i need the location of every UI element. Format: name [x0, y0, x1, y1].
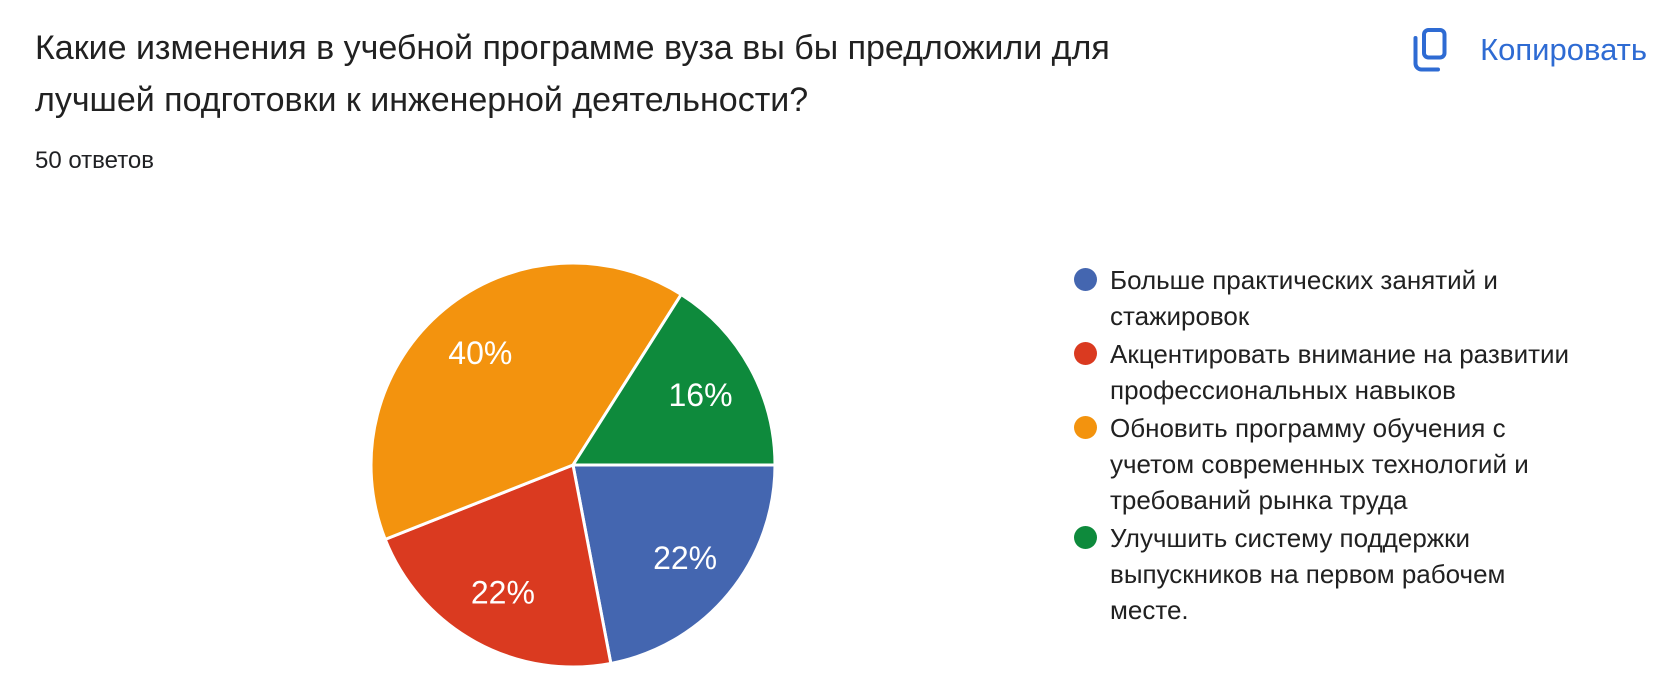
legend-item-label: Улучшить систему поддержки выпускников на… [1110, 520, 1505, 628]
legend-color-dot [1074, 416, 1097, 439]
copy-button[interactable]: Копировать [1413, 26, 1647, 74]
pie-slice-3[interactable] [571, 292, 777, 467]
legend-item-3: Улучшить систему поддержки выпускников на… [1074, 520, 1554, 628]
copy-button-label: Копировать [1480, 32, 1647, 67]
legend-item-0: Больше практических занятий и стажировок [1074, 262, 1554, 334]
legend-color-dot [1074, 342, 1097, 365]
legend-item-label-line: месте. [1110, 595, 1189, 625]
legend-item-2: Обновить программу обучения с учетом совр… [1074, 410, 1554, 518]
chart-legend: Больше практических занятий и стажировок А… [1074, 262, 1569, 630]
pie-slice-2[interactable] [369, 261, 683, 541]
legend-item-label-line: Акцентировать внимание на развитии [1110, 339, 1570, 369]
legend-item-label: Обновить программу обучения с учетом совр… [1110, 410, 1529, 518]
pie-slice-percent-label: 40% [448, 335, 512, 371]
legend-item-label-line: Больше практических занятий и [1110, 265, 1498, 295]
legend-item-1: Акцентировать внимание на развитии профес… [1074, 336, 1569, 408]
legend-item-label-line: выпускников на первом рабочем [1110, 559, 1506, 589]
legend-item-label-line: профессиональных навыков [1110, 375, 1456, 405]
answers-count: 50 ответов [35, 147, 155, 174]
pie-chart: 22% 22% 40% 16% [369, 261, 777, 669]
pie-slice-percent-label: 16% [668, 377, 732, 413]
pie-slice-percent-label: 22% [653, 540, 717, 576]
legend-item-label: Акцентировать внимание на развитии профес… [1110, 336, 1569, 408]
legend-color-dot [1074, 268, 1097, 291]
legend-item-label-line: Улучшить систему поддержки [1110, 523, 1471, 553]
question-title: Какие изменения в учебной программе вуза… [35, 22, 1110, 126]
pie-slice-1[interactable] [383, 463, 613, 669]
legend-color-dot [1074, 526, 1097, 549]
question-title-line-2: лучшей подготовки к инженерной деятельно… [35, 81, 809, 119]
pie-slice-0[interactable] [571, 463, 777, 665]
pie-slice-percent-label: 22% [471, 575, 535, 611]
legend-item-label-line: Обновить программу обучения с [1110, 413, 1506, 443]
legend-item-label-line: требований рынка труда [1110, 485, 1408, 515]
copy-icon [1413, 28, 1447, 72]
legend-item-label-line: стажировок [1110, 301, 1250, 331]
question-title-line-1: Какие изменения в учебной программе вуза… [35, 29, 1110, 67]
legend-item-label-line: учетом современных технологий и [1110, 449, 1529, 479]
legend-item-label: Больше практических занятий и стажировок [1110, 262, 1498, 334]
